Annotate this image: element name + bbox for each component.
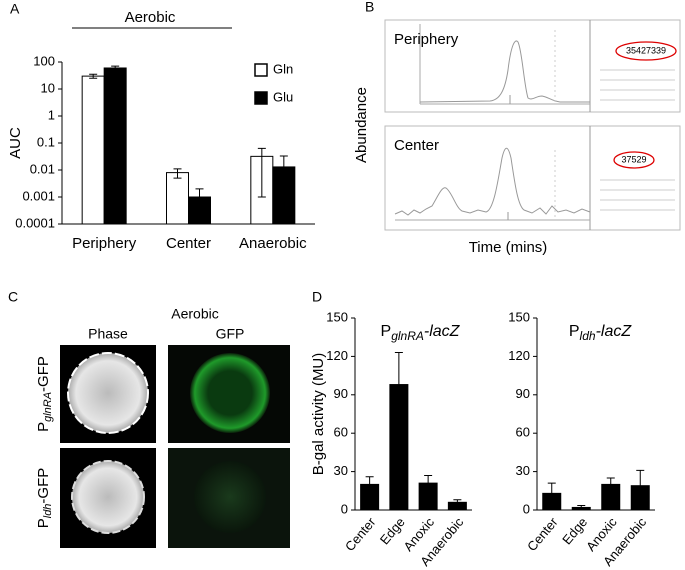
- legend-swatch: [254, 91, 268, 105]
- panel-title: Aerobic: [171, 306, 218, 322]
- y-tick-label: 10: [41, 80, 55, 95]
- error-bar: [257, 147, 266, 198]
- error-bar: [195, 188, 204, 225]
- legend-label: Glu: [273, 89, 293, 104]
- error-bar: [279, 155, 288, 225]
- chart-title: PglnRA-lacZ: [381, 323, 461, 343]
- y-tick-label: 90: [516, 386, 530, 401]
- error-bar: [577, 505, 586, 510]
- y-tick-label: 150: [508, 309, 530, 324]
- y-axis-label: B-gal activity (MU): [310, 353, 327, 476]
- title-part: glnRA: [391, 329, 424, 343]
- trace-label: Periphery: [394, 31, 459, 48]
- y-tick-label: 0.0001: [15, 215, 55, 230]
- y-tick-label: 0: [523, 501, 530, 516]
- trace-line: [394, 147, 591, 216]
- y-tick-label: 90: [334, 386, 348, 401]
- bar: [103, 67, 127, 225]
- y-tick-label: 0: [341, 501, 348, 516]
- error-bar: [636, 469, 645, 502]
- y-tick-label: 120: [508, 348, 530, 363]
- response-value: 35427339: [626, 45, 666, 55]
- error-bar: [365, 476, 374, 493]
- error-bar: [606, 477, 615, 492]
- chromatogram-panel: Periphery 35427339 Center 37529 Abundanc…: [353, 19, 681, 256]
- chart-title: Pldh-lacZ: [569, 323, 632, 343]
- colony: [67, 352, 149, 434]
- panel-label: D: [312, 289, 322, 305]
- title-part: -lacZ: [596, 323, 633, 340]
- panel-label: A: [10, 1, 20, 17]
- axis-label: Time (mins): [469, 239, 548, 256]
- row-label: PglnRA-GFP: [35, 356, 54, 432]
- row-label-part: P: [35, 422, 52, 432]
- y-tick-label: 0.01: [30, 161, 55, 176]
- axis-label: Abundance: [353, 87, 370, 163]
- trace-frame: [384, 19, 681, 113]
- bar: [166, 172, 189, 225]
- response-value: 37529: [621, 154, 646, 164]
- colony: [190, 353, 270, 433]
- title-part: P: [569, 323, 580, 340]
- x-tick-label: Periphery: [72, 235, 137, 252]
- error-bar: [89, 73, 98, 79]
- title-part: -lacZ: [424, 323, 461, 340]
- table-lines: [600, 69, 675, 101]
- y-tick-label: 30: [334, 463, 348, 478]
- y-tick-label: 120: [326, 348, 348, 363]
- colony: [71, 460, 145, 534]
- legend-label: Gln: [273, 61, 293, 76]
- row-label-part: -GFP: [35, 356, 52, 392]
- y-tick-label: 30: [516, 463, 530, 478]
- x-tick-label: Center: [524, 514, 561, 554]
- y-axis-label: AUC: [7, 127, 24, 159]
- row-label-part: glnRA: [42, 392, 54, 422]
- error-bar: [453, 499, 462, 506]
- panel-label: C: [8, 289, 18, 305]
- row-label-part: -GFP: [35, 468, 52, 504]
- table-lines: [600, 179, 675, 211]
- chart-title: Aerobic: [125, 9, 176, 26]
- trace-label: Center: [394, 137, 439, 154]
- column-label: Phase: [88, 326, 128, 342]
- column-label: GFP: [216, 326, 245, 342]
- y-tick-label: 1: [48, 107, 55, 122]
- y-tick-label: 150: [326, 309, 348, 324]
- row-label-part: ldh: [42, 504, 54, 519]
- row-label: Pldh-GFP: [35, 468, 54, 529]
- x-tick-label: Anaerobic: [239, 235, 307, 252]
- panel-label: B: [365, 0, 374, 15]
- y-tick-label: 60: [334, 425, 348, 440]
- trace-line: [419, 40, 590, 103]
- y-tick-label: 0.1: [37, 134, 55, 149]
- error-bar: [547, 482, 556, 505]
- legend-swatch: [254, 63, 268, 77]
- row-label-part: P: [35, 518, 52, 528]
- highlight-circle: [615, 41, 677, 61]
- colony: [194, 461, 266, 533]
- x-tick-label: Center: [166, 235, 211, 252]
- y-tick-label: 100: [33, 53, 55, 68]
- y-tick-label: 0.001: [22, 188, 55, 203]
- error-bar: [111, 65, 120, 71]
- bar: [81, 75, 105, 225]
- x-tick-label: Center: [342, 514, 379, 554]
- title-part: ldh: [580, 329, 596, 343]
- title-part: P: [381, 323, 392, 340]
- microscopy-panel: Aerobic Phase GFP PglnRA-GFP Pldh-GFP: [35, 306, 290, 548]
- error-bar: [173, 168, 182, 179]
- y-tick-label: 60: [516, 425, 530, 440]
- error-bar: [424, 474, 433, 492]
- highlight-circle: [613, 151, 655, 169]
- error-bar: [394, 352, 403, 418]
